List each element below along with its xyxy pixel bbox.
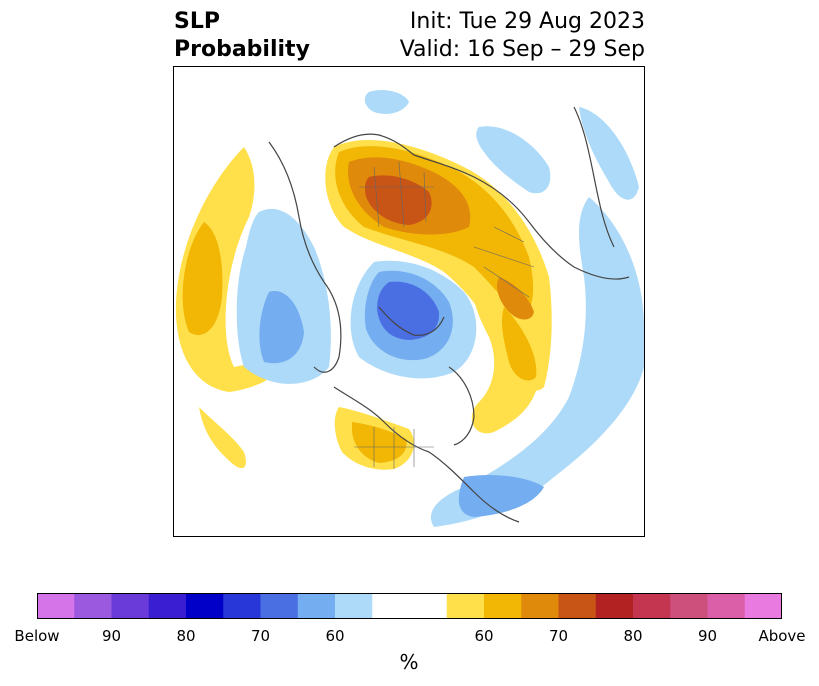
colorbar-swatch <box>223 593 261 619</box>
anomaly-east-asia-blue-2 <box>579 107 639 200</box>
colorbar-swatch <box>558 593 597 619</box>
anomaly-eurasia-peak <box>365 175 432 225</box>
title-variable: SLP <box>174 9 220 34</box>
colorbar-tick-label: 60 <box>325 627 345 645</box>
colorbar-swatch <box>670 593 708 619</box>
colorbar-tick-label: 90 <box>101 627 122 645</box>
anomaly-north-pacific-inner <box>182 222 223 336</box>
colorbar-unit: % <box>399 650 419 674</box>
valid-range: Valid: 16 Sep – 29 Sep <box>399 37 645 62</box>
colorbar-swatch <box>633 593 671 619</box>
map-panel <box>173 66 645 537</box>
colorbar-swatch <box>707 593 746 619</box>
colorbar-tick-label: 60 <box>474 627 494 645</box>
colorbar-swatch <box>37 593 75 619</box>
anomaly-east-asia-blue <box>476 126 551 194</box>
colorbar-swatch <box>335 593 373 619</box>
colorbar-tick-label: 80 <box>623 627 643 645</box>
colorbar-tick-label: Below <box>14 627 60 645</box>
colorbar-swatch <box>595 593 634 619</box>
colorbar-swatch <box>186 593 224 619</box>
colorbar-swatch <box>74 593 112 619</box>
title-product: Probability <box>174 37 310 62</box>
colorbar-tick-label: 70 <box>250 627 271 645</box>
colorbar-border <box>37 593 782 619</box>
colorbar-tick-label: 90 <box>697 627 718 645</box>
anomaly-atlantic-outer <box>430 197 644 527</box>
colorbar-swatch <box>111 593 150 619</box>
colorbar-swatch <box>297 593 336 619</box>
colorbar-swatch <box>260 593 299 619</box>
coastlines <box>268 106 630 523</box>
colorbar-swatch <box>484 593 522 619</box>
colorbar-swatch <box>372 593 410 619</box>
colorbar-tick-label: Above <box>758 627 806 645</box>
colorbar-swatch <box>409 593 448 619</box>
borders <box>354 161 535 469</box>
anomaly-aleutian-inner <box>259 291 304 364</box>
colorbar-swatch <box>148 593 187 619</box>
colorbar-swatch <box>521 593 559 619</box>
anomaly-subtropical-pacific <box>199 407 246 469</box>
anomaly-central-asia-high <box>497 277 534 320</box>
anomaly-scandinavia-north <box>364 90 409 114</box>
colorbar-swatch <box>446 593 485 619</box>
anomaly-north-canada-inner <box>501 307 537 381</box>
init-date: Init: Tue 29 Aug 2023 <box>409 9 645 34</box>
colorbar-swatch <box>744 593 782 619</box>
anomaly-western-us-inner <box>352 422 407 463</box>
map-svg <box>175 90 644 527</box>
title-left: SLP Probability <box>174 8 310 64</box>
colorbar <box>37 593 782 619</box>
anomaly-north-canada-outer <box>471 287 539 434</box>
colorbar-tick-label: 70 <box>548 627 569 645</box>
colorbar-tick-label: 80 <box>176 627 196 645</box>
anomaly-arctic-core <box>377 281 440 340</box>
title-right: Init: Tue 29 Aug 2023 Valid: 16 Sep – 29… <box>400 8 645 64</box>
anomaly-atlantic-inner <box>458 475 544 517</box>
